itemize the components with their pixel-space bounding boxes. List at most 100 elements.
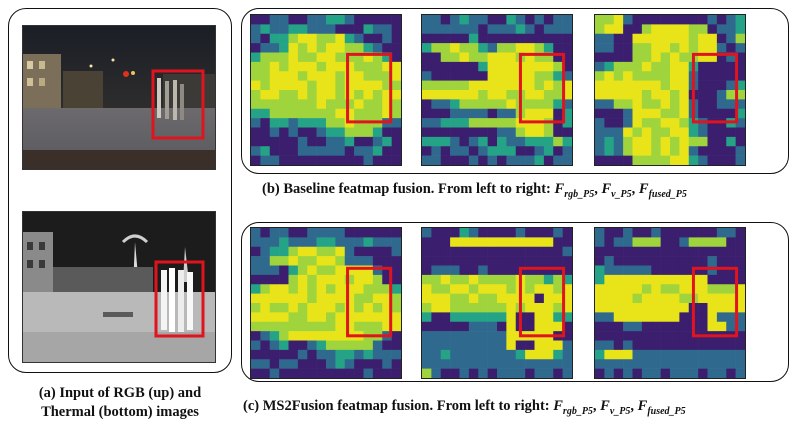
heatmap-cell: [440, 256, 451, 266]
heatmap-cell: [670, 15, 680, 25]
heatmap-cell: [613, 265, 624, 276]
heatmap-cell: [478, 127, 488, 138]
heatmap-cell: [363, 155, 374, 165]
heatmap-cell: [307, 321, 317, 332]
heatmap-cell: [354, 368, 364, 378]
heatmap-cell: [307, 284, 317, 294]
heatmap-cell: [707, 228, 718, 238]
heatmap-cell: [288, 321, 299, 332]
heatmap-cell: [450, 108, 460, 119]
heatmap-cell: [651, 61, 661, 72]
heatmap-cell: [431, 146, 442, 156]
heatmap-cell: [595, 303, 605, 313]
heatmap-cell: [534, 15, 545, 25]
heatmap-cell: [679, 52, 690, 63]
heatmap-cell: [431, 15, 442, 25]
heatmap-cell: [372, 24, 383, 35]
heatmap-cell: [595, 265, 605, 276]
heatmap-cell: [698, 256, 708, 266]
heatmap-cell: [354, 146, 364, 156]
heatmap-cell: [363, 312, 374, 323]
heatmap-cell: [422, 71, 432, 81]
heatmap-cell: [279, 293, 289, 304]
heatmap-cell: [344, 33, 355, 44]
heatmap-cell: [431, 52, 442, 63]
heatmap-cell: [623, 265, 633, 276]
heatmap-cell: [335, 155, 346, 165]
heatmap-cell: [632, 293, 643, 304]
heatmap-cell: [623, 256, 633, 266]
heatmap-cell: [297, 108, 308, 119]
heatmap-cell: [698, 246, 708, 257]
heatmap-cell: [613, 349, 624, 360]
heatmap-cell: [260, 15, 271, 25]
heatmap-cell: [288, 331, 299, 341]
heatmap-cell: [487, 43, 498, 53]
heatmap-cell: [726, 284, 736, 294]
caption-c-sep1: ,: [592, 398, 601, 414]
heatmap-cell: [670, 43, 680, 53]
heatmap-cell: [354, 303, 364, 313]
heatmap-cell: [613, 52, 624, 63]
heatmap-cell: [297, 284, 308, 294]
heatmap-cell: [288, 293, 299, 304]
heatmap-cell: [595, 340, 605, 351]
heatmap-cell: [562, 331, 572, 341]
heatmap-cell: [698, 15, 708, 25]
heatmap-cell: [326, 237, 336, 248]
heatmap-cell: [468, 127, 479, 138]
heatmap-cell: [288, 108, 299, 119]
heatmap-cell: [440, 359, 451, 369]
heatmap-cell: [497, 359, 507, 369]
heatmap-cell: [623, 108, 633, 119]
heatmap-cell: [431, 237, 442, 248]
heatmap-cell: [297, 33, 308, 44]
heatmap-cell: [707, 246, 718, 257]
heatmap-cell: [670, 80, 680, 91]
heatmap-cell: [363, 237, 374, 248]
heatmap-cell: [641, 256, 652, 266]
heatmap-cell: [604, 331, 615, 341]
heatmap-cell: [288, 15, 299, 25]
heatmap-cell: [562, 246, 572, 257]
caption-b-f2: F: [601, 181, 612, 197]
heatmap-cell: [459, 108, 470, 119]
heatmap-cell: [307, 359, 317, 369]
heatmap-cell: [297, 61, 308, 72]
heatmap-cell: [269, 284, 280, 294]
heatmap-cell: [382, 108, 392, 119]
heatmap-cell: [422, 80, 432, 91]
heatmap-cell: [632, 368, 643, 378]
heatmap-cell: [651, 127, 661, 138]
heatmap-cell: [679, 331, 690, 341]
heatmap-cell: [440, 321, 451, 332]
heatmap-cell: [344, 228, 355, 238]
heatmap-cell: [344, 321, 355, 332]
heatmap-cell: [279, 312, 289, 323]
heatmap-cell: [660, 246, 671, 257]
heatmap-cell: [543, 340, 554, 351]
heatmap-cell: [440, 118, 451, 128]
heatmap-cell: [363, 24, 374, 35]
heatmap-cell: [391, 359, 401, 369]
heatmap-cell: [553, 99, 563, 110]
heatmap-cell: [468, 340, 479, 351]
heatmap-cell: [543, 146, 554, 156]
heatmap-cell: [641, 155, 652, 165]
heatmap-cell: [534, 349, 545, 360]
heatmap-cell: [326, 284, 336, 294]
heatmap-cell: [515, 15, 526, 25]
heatmap-cell: [506, 80, 517, 91]
heatmap-cell: [335, 284, 346, 294]
heatmap-cell: [372, 146, 383, 156]
caption-b-f1: F: [554, 181, 565, 197]
heatmap-cell: [297, 118, 308, 128]
heatmap-cell: [478, 359, 488, 369]
caption-a-line2: Thermal (bottom) images: [41, 404, 199, 420]
heatmap-cell: [543, 274, 554, 285]
heatmap-cell: [660, 108, 671, 119]
heatmap-cell: [297, 52, 308, 63]
heatmap-cell: [297, 246, 308, 257]
heatmap-cell: [688, 146, 699, 156]
heatmap-cell: [543, 312, 554, 323]
